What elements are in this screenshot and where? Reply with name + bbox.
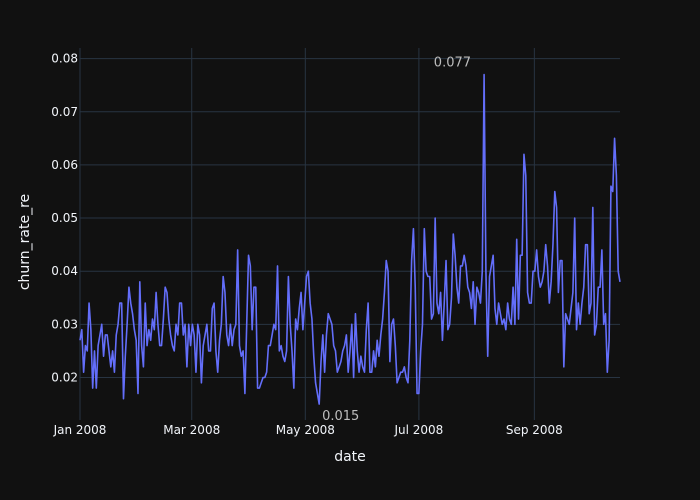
y-axis-title: churn_rate_re: [17, 194, 33, 290]
series-layer: [79, 73, 621, 405]
y-tick-labels: 0.02 0.03 0.04 0.05 0.06 0.07 0.08: [51, 52, 78, 385]
x-tick-label: Mar 2008: [163, 423, 220, 437]
y-tick-label: 0.04: [51, 264, 78, 278]
x-tick-label: Sep 2008: [506, 423, 563, 437]
y-tick-label: 0.05: [51, 211, 78, 225]
series-line: [79, 73, 621, 405]
y-tick-label: 0.06: [51, 158, 78, 172]
x-tick-label: Jul 2008: [393, 423, 443, 437]
y-tick-label: 0.02: [51, 370, 78, 384]
x-axis-title: date: [334, 449, 366, 465]
x-gridlines: [79, 48, 535, 420]
annotation-label: 0.015: [322, 409, 359, 424]
y-gridlines: [80, 58, 620, 378]
annotation-label: 0.077: [434, 56, 471, 71]
x-tick-label: May 2008: [276, 423, 335, 437]
y-tick-label: 0.07: [51, 105, 78, 119]
y-tick-label: 0.08: [51, 52, 78, 66]
annotation-layer: 0.077 0.015: [322, 56, 471, 424]
x-tick-label: Jan 2008: [53, 423, 107, 437]
x-tick-labels: Jan 2008 Mar 2008 May 2008 Jul 2008 Sep 2008: [53, 423, 563, 437]
y-tick-label: 0.03: [51, 317, 78, 331]
